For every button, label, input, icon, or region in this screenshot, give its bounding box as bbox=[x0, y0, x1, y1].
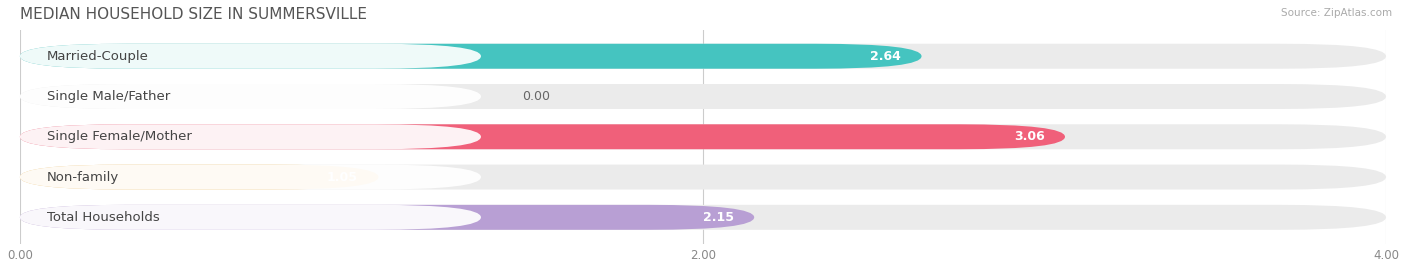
Text: 0.00: 0.00 bbox=[522, 90, 550, 103]
Text: 2.15: 2.15 bbox=[703, 211, 734, 224]
Text: 3.06: 3.06 bbox=[1014, 130, 1045, 143]
FancyBboxPatch shape bbox=[20, 44, 481, 69]
Text: MEDIAN HOUSEHOLD SIZE IN SUMMERSVILLE: MEDIAN HOUSEHOLD SIZE IN SUMMERSVILLE bbox=[20, 7, 367, 22]
FancyBboxPatch shape bbox=[20, 205, 754, 230]
Text: 1.05: 1.05 bbox=[328, 171, 359, 183]
FancyBboxPatch shape bbox=[20, 124, 1064, 149]
FancyBboxPatch shape bbox=[20, 165, 378, 190]
FancyBboxPatch shape bbox=[20, 124, 481, 149]
FancyBboxPatch shape bbox=[20, 205, 481, 230]
FancyBboxPatch shape bbox=[20, 124, 1386, 149]
Text: Married-Couple: Married-Couple bbox=[48, 50, 149, 63]
Text: Single Male/Father: Single Male/Father bbox=[48, 90, 170, 103]
FancyBboxPatch shape bbox=[20, 44, 921, 69]
Text: Single Female/Mother: Single Female/Mother bbox=[48, 130, 193, 143]
FancyBboxPatch shape bbox=[20, 165, 481, 190]
Text: Total Households: Total Households bbox=[48, 211, 160, 224]
Text: 2.64: 2.64 bbox=[870, 50, 901, 63]
FancyBboxPatch shape bbox=[20, 84, 1386, 109]
FancyBboxPatch shape bbox=[20, 165, 1386, 190]
Text: Source: ZipAtlas.com: Source: ZipAtlas.com bbox=[1281, 8, 1392, 18]
FancyBboxPatch shape bbox=[20, 205, 1386, 230]
Text: Non-family: Non-family bbox=[48, 171, 120, 183]
FancyBboxPatch shape bbox=[20, 44, 1386, 69]
FancyBboxPatch shape bbox=[20, 84, 481, 109]
